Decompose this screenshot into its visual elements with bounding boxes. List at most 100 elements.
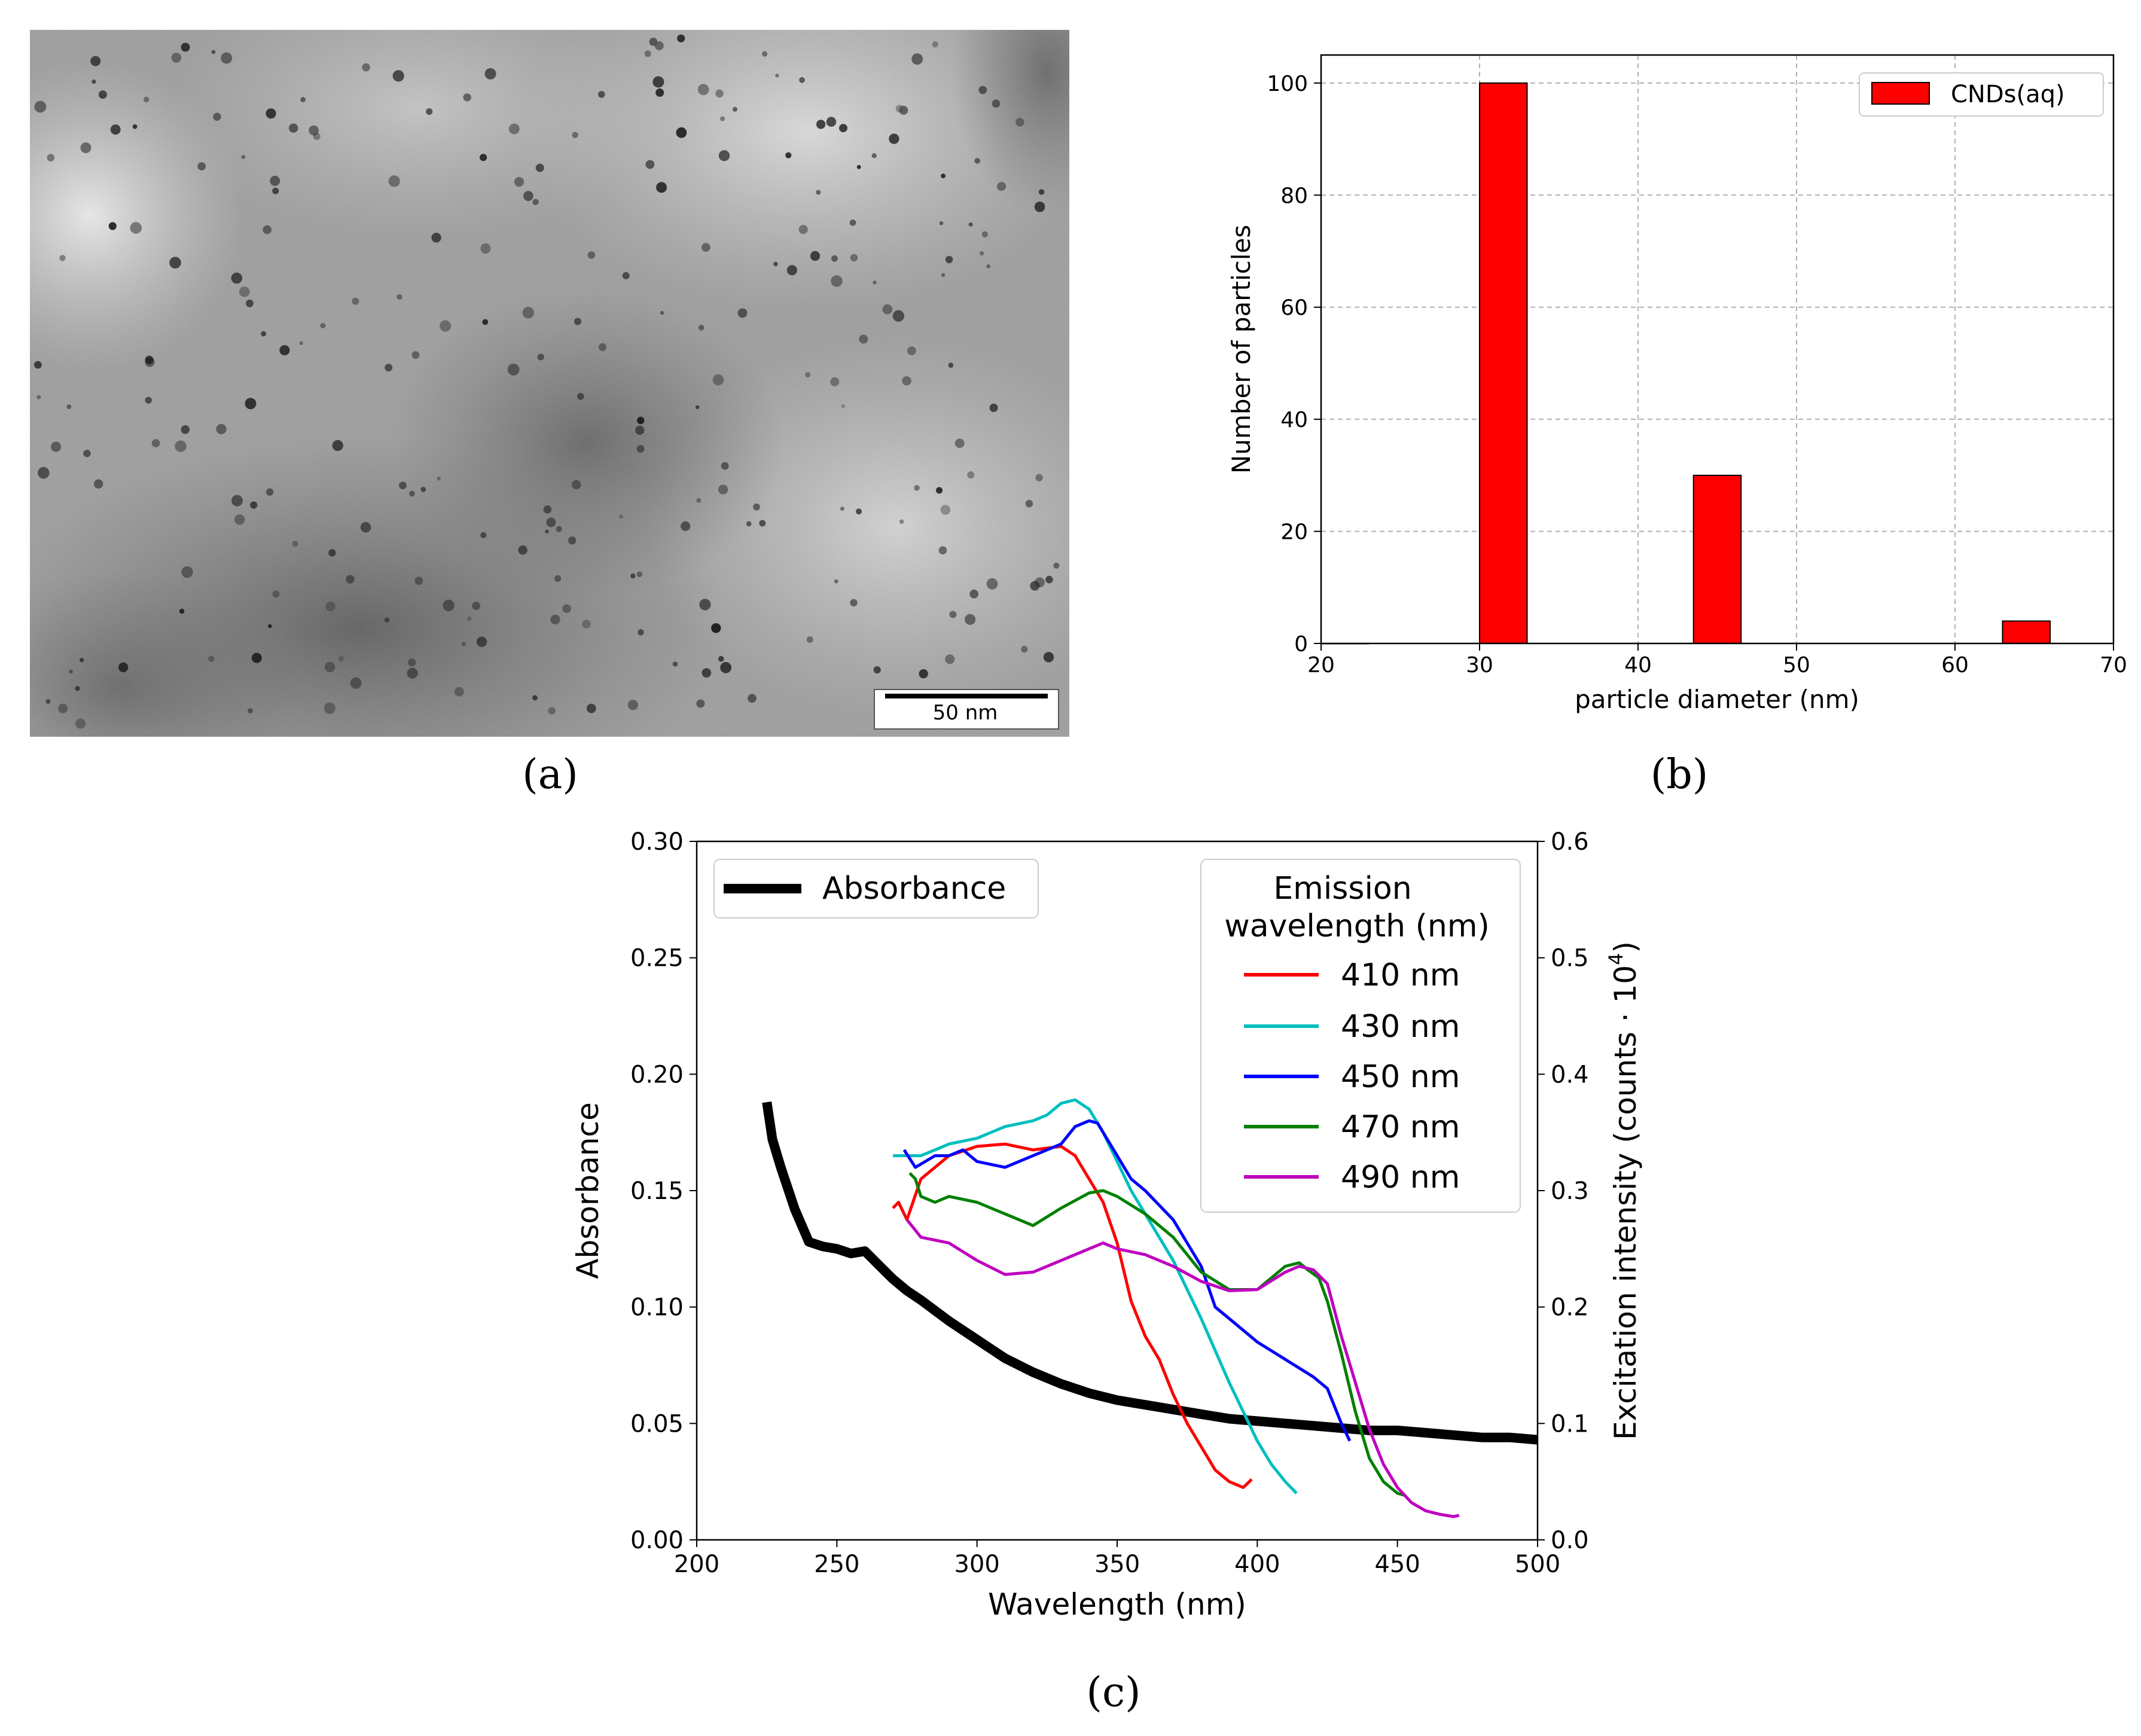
nanoparticle	[899, 519, 904, 524]
nanoparticle	[882, 304, 893, 315]
nanoparticle	[397, 294, 402, 300]
legend-title-line1: Emission	[1273, 871, 1411, 907]
nanoparticle	[332, 440, 343, 451]
legend-b: CNDs(aq)	[1859, 72, 2104, 117]
nanoparticle	[945, 255, 953, 264]
nanoparticle	[69, 669, 73, 674]
y-tick-label: 100	[1267, 72, 1308, 96]
nanoparticle	[978, 86, 987, 94]
nanoparticle	[831, 275, 843, 287]
nanoparticle	[51, 441, 62, 452]
nanoparticle	[108, 222, 117, 230]
nanoparticle	[34, 100, 47, 113]
nanoparticle	[968, 222, 973, 227]
nanoparticle	[246, 299, 254, 307]
nanoparticle	[798, 225, 808, 234]
nanoparticle	[655, 88, 664, 97]
nanoparticle	[786, 265, 797, 276]
nanoparticle	[941, 173, 946, 179]
nanoparticle	[320, 323, 326, 329]
nanoparticle	[630, 573, 636, 579]
nanoparticle	[840, 507, 844, 511]
x-axis-label-b: particle diameter (nm)	[1575, 685, 1859, 714]
nanoparticle	[834, 579, 838, 584]
legend-emission: Emission wavelength (nm) 410 nm 430 nm 4…	[1200, 859, 1521, 1213]
tem-micrograph: 50 nm	[30, 30, 1069, 737]
nanoparticle	[841, 404, 845, 408]
nanoparticle	[300, 97, 306, 102]
nanoparticle	[110, 124, 121, 135]
nanoparticle	[507, 364, 520, 376]
series-line-430-nm	[893, 1098, 1298, 1494]
nanoparticle	[702, 668, 712, 678]
nanoparticle	[145, 396, 152, 404]
nanoparticle	[36, 395, 41, 399]
nanoparticle	[266, 108, 276, 119]
nanoparticle	[130, 222, 142, 234]
y-axis-label-right-end: )	[1608, 941, 1643, 953]
nanoparticle	[537, 353, 544, 361]
y-tick-label: 0	[1294, 632, 1308, 657]
nanoparticle	[268, 624, 272, 629]
nanoparticle	[546, 517, 556, 527]
nanoparticle	[151, 439, 160, 447]
legend-label-410: 410 nm	[1341, 957, 1460, 993]
nanoparticle	[75, 686, 80, 691]
nanoparticle	[986, 264, 990, 269]
nanoparticle	[66, 404, 72, 410]
nanoparticle	[75, 718, 86, 729]
nanoparticle	[645, 160, 655, 169]
nanoparticle	[562, 604, 571, 614]
nanoparticle	[98, 90, 107, 99]
nanoparticle	[231, 272, 243, 284]
nanoparticle	[969, 589, 979, 599]
nanoparticle	[799, 77, 805, 83]
nanoparticle	[839, 124, 847, 133]
nanoparticle	[411, 351, 420, 359]
nanoparticle	[914, 485, 920, 491]
nanoparticle	[211, 50, 216, 54]
legend-label-cnds: CNDs(aq)	[1951, 81, 2065, 108]
nanoparticle	[806, 636, 813, 643]
y-tick-label-left: 0.30	[630, 828, 684, 856]
nanoparticle	[480, 243, 491, 254]
nanoparticle	[143, 96, 150, 103]
nanoparticle	[919, 669, 928, 679]
caption-a: (a)	[522, 751, 578, 798]
nanoparticle	[997, 182, 1007, 191]
nanoparticle	[644, 50, 651, 57]
y-ticks-left-c: 0.00 0.05 0.10 0.15 0.20 0.25 0.30	[630, 828, 697, 1554]
nanoparticle	[181, 566, 193, 578]
nanoparticle	[871, 153, 877, 158]
nanoparticle	[720, 116, 725, 121]
nanoparticle	[856, 508, 862, 515]
nanoparticle	[454, 687, 464, 697]
y-ticks-right-c: 0.0 0.1 0.2 0.3 0.4 0.5 0.6	[1538, 828, 1589, 1554]
nanoparticle	[426, 108, 433, 115]
nanoparticle	[543, 505, 552, 514]
nanoparticle	[733, 106, 737, 112]
x-ticks-c: 200 250 300 350 400 450 500	[674, 1540, 1560, 1578]
nanoparticle	[523, 191, 533, 202]
nanoparticle	[571, 480, 581, 490]
bars-b	[1320, 82, 2051, 645]
nanoparticle	[181, 425, 190, 434]
y-axis-label-left-c: Absorbance	[571, 1102, 605, 1279]
nanoparticle	[324, 702, 336, 714]
nanoparticle	[945, 654, 955, 664]
nanoparticle	[830, 377, 840, 386]
y-tick-label-left: 0.05	[630, 1410, 684, 1438]
nanoparticle	[712, 374, 724, 386]
nanoparticle	[574, 318, 582, 325]
x-tick-label: 200	[674, 1551, 719, 1578]
series-line-470-nm	[908, 1172, 1407, 1497]
nanoparticle	[1035, 577, 1045, 588]
nanoparticle	[635, 425, 645, 435]
scale-bar	[885, 694, 1048, 698]
scale-bar-label: 50 nm	[933, 701, 998, 725]
nanoparticle	[762, 51, 768, 57]
nanoparticle	[831, 255, 838, 262]
x-tick-label: 50	[1783, 653, 1810, 678]
nanoparticle	[965, 614, 976, 625]
